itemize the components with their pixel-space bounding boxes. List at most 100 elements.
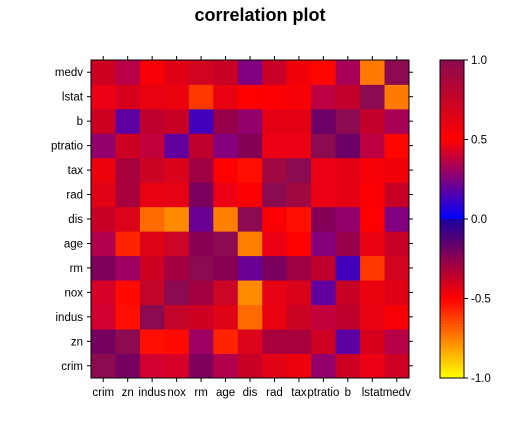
heatmap-cell-crim-rm bbox=[91, 255, 116, 281]
heatmap-cell-lstat-rad bbox=[360, 182, 385, 208]
colorbar-segment bbox=[440, 123, 464, 128]
colorbar-segment bbox=[440, 327, 464, 331]
heatmap-cell-medv-b bbox=[384, 108, 410, 134]
heatmap-cell-age-dis bbox=[213, 206, 239, 232]
heatmap-cell-rm-tax bbox=[188, 157, 214, 183]
colorbar-segment bbox=[440, 120, 464, 124]
heatmap-cell-b-medv bbox=[335, 60, 361, 85]
colorbar-segment bbox=[440, 117, 464, 121]
colorbar-segment bbox=[440, 145, 464, 150]
colorbar-tick-label: -0.5 bbox=[471, 294, 491, 306]
heatmap-cell-nox-nox bbox=[164, 280, 190, 306]
colorbar-segment bbox=[440, 228, 464, 233]
colorbar-segment bbox=[440, 219, 464, 223]
x-tick-label: age bbox=[216, 387, 235, 399]
heatmap-cell-rad-zn bbox=[262, 329, 288, 354]
heatmap-cell-ptratio-indus bbox=[311, 304, 337, 330]
heatmap-cell-crim-b bbox=[91, 108, 116, 134]
heatmap-cell-crim-dis bbox=[91, 206, 116, 232]
colorbar-segment bbox=[440, 152, 464, 156]
heatmap-cell-medv-age bbox=[384, 231, 410, 257]
colorbar-segment bbox=[440, 88, 464, 93]
colorbar-segment bbox=[440, 79, 464, 83]
y-tick-label: zn bbox=[71, 336, 83, 348]
plot-frame bbox=[90, 59, 410, 379]
heatmap-cell-dis-nox bbox=[237, 280, 263, 306]
colorbar-segment bbox=[440, 247, 464, 252]
heatmap-cell-dis-crim bbox=[237, 353, 263, 379]
heatmap-cell-tax-lstat bbox=[286, 84, 312, 110]
x-tick-label: crim bbox=[92, 387, 114, 399]
heatmap-cell-lstat-b bbox=[360, 108, 385, 134]
heatmap-cell-b-ptratio bbox=[335, 133, 361, 159]
colorbar-segment bbox=[440, 362, 464, 366]
colorbar-segment bbox=[440, 311, 464, 315]
colorbar-segment bbox=[440, 199, 464, 204]
heatmap-cell-indus-zn bbox=[139, 329, 165, 354]
heatmap-cell-indus-tax bbox=[139, 157, 165, 183]
heatmap-cell-medv-crim bbox=[384, 353, 410, 379]
colorbar-tick-label: 0.0 bbox=[471, 214, 487, 226]
colorbar-segment bbox=[440, 250, 464, 255]
heatmap-cell-dis-rad bbox=[237, 182, 263, 208]
colorbar-segment bbox=[440, 269, 464, 274]
heatmap-cell-lstat-lstat bbox=[360, 84, 385, 110]
colorbar-segment bbox=[440, 263, 464, 268]
x-tick-label: rad bbox=[266, 387, 283, 399]
heatmap-cell-rm-ptratio bbox=[188, 133, 214, 159]
heatmap-cell-dis-rm bbox=[237, 255, 263, 281]
heatmap-cell-lstat-nox bbox=[360, 280, 385, 306]
colorbar-segment bbox=[440, 320, 464, 325]
heatmap-cell-rad-nox bbox=[262, 280, 288, 306]
heatmap-cell-medv-rad bbox=[384, 182, 410, 208]
heatmap-cell-dis-b bbox=[237, 108, 263, 134]
colorbar-segment bbox=[440, 104, 464, 109]
heatmap-cell-dis-dis bbox=[237, 206, 263, 232]
heatmap-cell-age-rm bbox=[213, 255, 239, 281]
chart-title: correlation plot bbox=[194, 5, 325, 25]
heatmap-cell-nox-dis bbox=[164, 206, 190, 232]
heatmap-cell-age-lstat bbox=[213, 84, 239, 110]
colorbar-segment bbox=[440, 126, 464, 131]
heatmap-cell-indus-age bbox=[139, 231, 165, 257]
colorbar-segment bbox=[440, 212, 464, 217]
heatmap-cell-age-rad bbox=[213, 182, 239, 208]
heatmap-cell-zn-nox bbox=[115, 280, 141, 306]
y-tick-label: crim bbox=[61, 361, 83, 373]
heatmap-cell-b-tax bbox=[335, 157, 361, 183]
heatmap-cell-medv-indus bbox=[384, 304, 410, 330]
heatmap-cell-rad-age bbox=[262, 231, 288, 257]
colorbar-segment bbox=[440, 266, 464, 271]
colorbar-segment bbox=[440, 164, 464, 169]
x-axis: crim zn indus nox rm age dis rad tax ptratio b lsta… bbox=[92, 56, 411, 399]
colorbar-segment bbox=[440, 110, 464, 115]
heatmap-cell-age-b bbox=[213, 108, 239, 134]
heatmap-cell-lstat-crim bbox=[360, 353, 385, 379]
heatmap-cell-dis-age bbox=[237, 231, 263, 257]
heatmap-cell-age-crim bbox=[213, 353, 239, 379]
colorbar-segment bbox=[440, 142, 464, 147]
heatmap-cell-zn-rm bbox=[115, 255, 141, 281]
colorbar-segment bbox=[440, 241, 464, 245]
heatmap-cell-rm-dis bbox=[188, 206, 214, 232]
heatmap-cell-tax-ptratio bbox=[286, 133, 312, 159]
colorbar-segment bbox=[440, 295, 464, 299]
heatmap-cell-lstat-rm bbox=[360, 255, 385, 281]
heatmap-cell-crim-ptratio bbox=[91, 133, 116, 159]
heatmap-cell-zn-age bbox=[115, 231, 141, 257]
colorbar-segment bbox=[440, 308, 464, 312]
heatmap-cell-ptratio-b bbox=[311, 108, 337, 134]
heatmap-cell-indus-rm bbox=[139, 255, 165, 281]
colorbar-segment bbox=[440, 365, 464, 369]
heatmap-cell-ptratio-medv bbox=[311, 60, 337, 85]
heatmap-cell-rm-crim bbox=[188, 353, 214, 379]
heatmap-cell-ptratio-ptratio bbox=[311, 133, 337, 159]
heatmap-cell-rm-age bbox=[188, 231, 214, 257]
colorbar-segment bbox=[440, 187, 464, 191]
heatmap-cell-tax-nox bbox=[286, 280, 312, 306]
colorbar-segment bbox=[440, 349, 464, 353]
heatmap-cell-ptratio-dis bbox=[311, 206, 337, 232]
colorbar-segment bbox=[440, 352, 464, 357]
heatmap-cell-crim-indus bbox=[91, 304, 116, 330]
